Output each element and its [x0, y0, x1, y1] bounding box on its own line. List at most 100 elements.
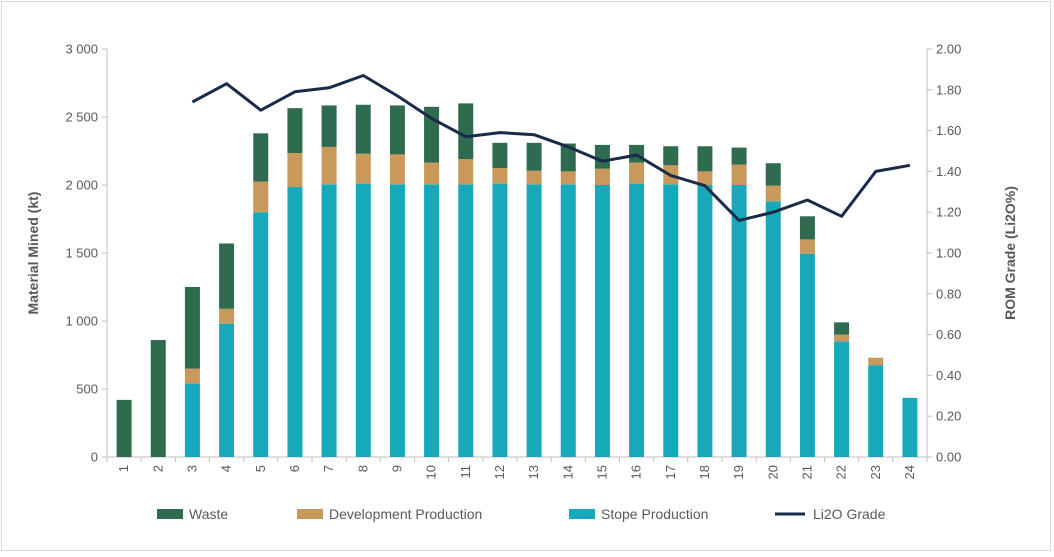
bar-waste	[731, 147, 747, 165]
y2-tick-label: 0.20	[936, 409, 961, 424]
bar-stope-production	[868, 365, 884, 457]
x-tick-label: 24	[902, 465, 917, 479]
bar-development-production	[560, 171, 576, 185]
bar-stope-production	[492, 183, 508, 457]
x-tick-label: 2	[150, 465, 165, 472]
bar-stope-production	[902, 397, 918, 457]
y-tick-label: 0	[91, 450, 98, 465]
y-tick-label: 2 000	[65, 178, 98, 193]
bar-stope-production	[629, 183, 645, 457]
y2-tick-label: 0.60	[936, 327, 961, 342]
x-tick-label: 12	[492, 465, 507, 479]
bar-series-group	[116, 103, 918, 458]
x-tick-label: 3	[184, 465, 199, 472]
legend-label: Stope Production	[601, 506, 708, 522]
bar-stope-production	[458, 184, 474, 457]
bar-development-production	[287, 153, 303, 188]
bar-waste	[219, 243, 235, 309]
y-tick-label: 3 000	[65, 42, 98, 57]
bar-stope-production	[663, 184, 679, 457]
y2-tick-label: 2.00	[936, 42, 961, 57]
bar-development-production	[629, 162, 645, 184]
x-axis: 1 2 3 4 5 6 7 8 9 10 11 12 13 14 15 16 17 18 19 20 21 22 23 24	[106, 456, 928, 479]
bar-stope-production	[355, 183, 371, 457]
y-tick-label: 2 500	[65, 110, 98, 125]
x-tick-label: 23	[868, 465, 883, 479]
bar-development-production	[253, 181, 269, 213]
y-tick-label: 500	[76, 382, 98, 397]
x-tick-label: 10	[424, 465, 439, 479]
x-tick-label: 9	[389, 465, 404, 472]
bar-waste	[765, 163, 781, 186]
bar-stope-production	[834, 341, 850, 457]
bar-waste	[458, 103, 474, 160]
bar-stope-production	[424, 184, 440, 457]
bar-stope-production	[321, 184, 337, 457]
bar-development-production	[594, 168, 610, 185]
legend-bar-swatch	[297, 509, 323, 519]
x-tick-label: 22	[834, 465, 849, 479]
bar-stope-production	[799, 253, 815, 457]
y2-axis-title: ROM Grade (Li2O%)	[1002, 186, 1018, 320]
x-tick-label: 21	[799, 465, 814, 479]
bar-waste	[116, 399, 132, 457]
y-axis-left: 0 500 1 000 1 500 2 000 2 500 3 000	[65, 42, 108, 465]
y2-tick-label: 0.40	[936, 368, 961, 383]
bar-development-production	[731, 164, 747, 185]
bar-development-production	[355, 153, 371, 184]
legend: Waste Development Production Stope Product…	[157, 506, 886, 522]
bar-stope-production	[389, 184, 405, 457]
bar-development-production	[799, 239, 815, 254]
y2-tick-label: 0.80	[936, 286, 961, 301]
bar-development-production	[492, 168, 508, 184]
legend-bar-swatch	[569, 509, 595, 519]
y-tick-label: 1 000	[65, 314, 98, 329]
x-tick-label: 5	[253, 465, 268, 472]
x-tick-label: 6	[287, 465, 302, 472]
bar-waste	[799, 216, 815, 240]
bar-waste	[663, 146, 679, 166]
x-tick-label: 4	[219, 465, 234, 472]
bar-stope-production	[184, 383, 200, 457]
legend-label: Waste	[189, 506, 228, 522]
bar-waste	[834, 322, 850, 335]
x-tick-label: 20	[765, 465, 780, 479]
bar-waste	[492, 142, 508, 168]
x-tick-label: 1	[116, 465, 131, 472]
bar-stope-production	[594, 185, 610, 457]
x-tick-label: 11	[458, 465, 473, 479]
bar-stope-production	[219, 323, 235, 457]
bar-development-production	[321, 146, 337, 185]
bar-waste	[253, 133, 269, 182]
x-tick-label: 15	[594, 465, 609, 479]
bar-development-production	[765, 185, 781, 202]
bar-waste	[526, 142, 542, 171]
line-li2o-grade	[191, 74, 911, 222]
bar-stope-production	[560, 184, 576, 457]
bar-waste	[697, 146, 713, 172]
bar-stope-production	[526, 184, 542, 457]
bar-development-production	[219, 308, 235, 324]
bar-development-production	[526, 170, 542, 185]
bar-waste	[389, 105, 405, 155]
bar-waste	[150, 340, 166, 457]
y2-tick-label: 1.20	[936, 205, 961, 220]
y2-tick-label: 1.60	[936, 123, 961, 138]
bar-stope-production	[697, 185, 713, 457]
bar-waste	[321, 105, 337, 147]
bar-development-production	[184, 368, 200, 384]
x-tick-label: 14	[560, 465, 575, 479]
bar-stope-production	[253, 212, 269, 457]
bar-stope-production	[731, 185, 747, 457]
x-tick-label: 16	[629, 465, 644, 479]
bar-stope-production	[287, 187, 303, 458]
bar-development-production	[834, 334, 850, 342]
y-axis-title: Material Mined (kt)	[25, 192, 41, 315]
bar-development-production	[424, 162, 440, 185]
bar-development-production	[389, 154, 405, 185]
y2-tick-label: 1.40	[936, 164, 961, 179]
x-tick-label: 13	[526, 465, 541, 479]
y-axis-right: 0.00 0.20 0.40 0.60 0.80 1.00 1.20 1.40 1.60 1.80…	[926, 42, 961, 465]
